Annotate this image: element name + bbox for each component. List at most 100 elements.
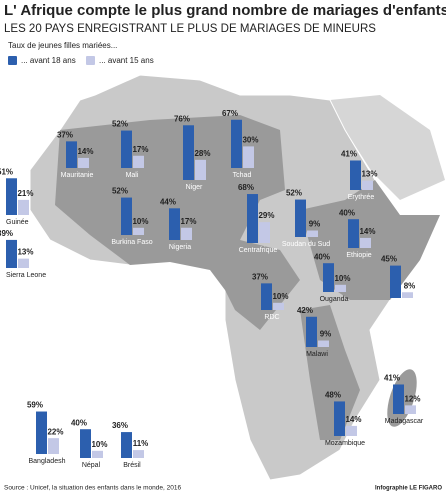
category-label: Mozambique — [325, 440, 365, 447]
category-label: Sierra Leone — [6, 272, 46, 279]
bar — [306, 316, 317, 347]
value-label: 14% — [77, 147, 93, 156]
bar — [169, 208, 180, 240]
category-label: Nigeria — [169, 244, 191, 251]
category-label: Tchad — [233, 172, 252, 179]
value-label: 42% — [297, 306, 313, 315]
value-label: 40% — [314, 252, 330, 261]
bar — [181, 227, 192, 240]
value-label: 41% — [384, 374, 400, 383]
bar — [405, 405, 416, 414]
category-label: Somalie — [388, 302, 413, 309]
bar — [243, 146, 254, 168]
value-label: 13% — [17, 248, 33, 257]
bar — [360, 237, 371, 248]
legend-swatch — [86, 56, 95, 65]
bar — [66, 141, 77, 168]
value-label: 10% — [272, 292, 288, 301]
value-label: 12% — [404, 394, 420, 403]
value-label: 17% — [180, 217, 196, 226]
bar — [393, 384, 404, 414]
value-label: 45% — [381, 255, 397, 264]
bar — [80, 429, 91, 458]
bar — [133, 155, 144, 168]
value-label: 37% — [252, 272, 268, 281]
bar — [402, 292, 413, 298]
category-label: Brésil — [123, 462, 141, 469]
bar — [183, 125, 194, 180]
source: Source : Unicef, la situation des enfant… — [4, 485, 181, 492]
category-label: Madagascar — [385, 418, 424, 425]
value-label: 44% — [160, 197, 176, 206]
value-label: 14% — [345, 415, 361, 424]
category-label: Soudan du Sud — [282, 241, 330, 248]
bar — [318, 340, 329, 347]
value-label: 68% — [238, 183, 254, 192]
bar — [195, 159, 206, 180]
category-label: Ethiopie — [346, 252, 371, 259]
value-label: 13% — [361, 170, 377, 179]
category-label: Bangladesh — [29, 458, 66, 465]
bar — [335, 284, 346, 292]
value-label: 9% — [309, 220, 321, 229]
value-label: 22% — [47, 427, 63, 436]
value-label: 14% — [359, 227, 375, 236]
value-label: 48% — [325, 391, 341, 400]
value-label: 76% — [174, 114, 190, 123]
bar — [18, 258, 29, 268]
value-label: 39% — [0, 229, 13, 238]
value-label: 67% — [222, 109, 238, 118]
bar — [36, 411, 47, 454]
legend-label: ... avant 18 ans — [21, 56, 76, 65]
value-label: 10% — [334, 274, 350, 283]
value-label: 8% — [404, 281, 416, 290]
bar — [121, 197, 132, 235]
value-label: 52% — [286, 189, 302, 198]
category-label: Mali — [126, 172, 139, 179]
category-label: RDC — [264, 314, 279, 321]
value-label: 36% — [112, 421, 128, 430]
chart-title: L' Afrique compte le plus grand nombre d… — [4, 2, 446, 19]
bar — [78, 157, 89, 168]
value-label: 52% — [112, 187, 128, 196]
value-label: 59% — [27, 401, 43, 410]
bar — [121, 130, 132, 168]
value-label: 52% — [112, 120, 128, 129]
value-label: 29% — [258, 211, 274, 220]
category-label: Mauritanie — [61, 172, 94, 179]
value-label: 37% — [57, 130, 73, 139]
value-label: 28% — [194, 149, 210, 158]
arabia — [330, 95, 445, 200]
bar — [6, 178, 17, 215]
category-label: Niger — [186, 184, 203, 191]
bar — [133, 227, 144, 235]
value-label: 41% — [341, 150, 357, 159]
bar — [6, 239, 17, 268]
value-label: 17% — [132, 145, 148, 154]
bar — [48, 438, 59, 454]
bar — [133, 450, 144, 458]
value-label: 10% — [132, 217, 148, 226]
value-label: 51% — [0, 167, 13, 176]
legend-label: ... avant 15 ans — [99, 56, 154, 65]
bar — [390, 265, 401, 298]
bar — [247, 194, 258, 243]
bar — [346, 425, 357, 436]
credit: Infographie LE FIGARO — [375, 486, 442, 492]
bar — [92, 450, 103, 458]
bar — [295, 199, 306, 237]
bar — [323, 263, 334, 292]
value-label: 10% — [91, 440, 107, 449]
bar — [307, 230, 318, 237]
bar — [231, 119, 242, 168]
bar — [350, 160, 361, 190]
legend-swatch — [8, 56, 17, 65]
bar — [261, 283, 272, 310]
bar — [121, 432, 132, 458]
bar — [18, 199, 29, 215]
bar — [259, 222, 270, 243]
category-label: Burkina Faso — [111, 239, 152, 246]
bar — [348, 219, 359, 248]
bar — [362, 180, 373, 190]
category-label: Erythrée — [348, 194, 375, 201]
